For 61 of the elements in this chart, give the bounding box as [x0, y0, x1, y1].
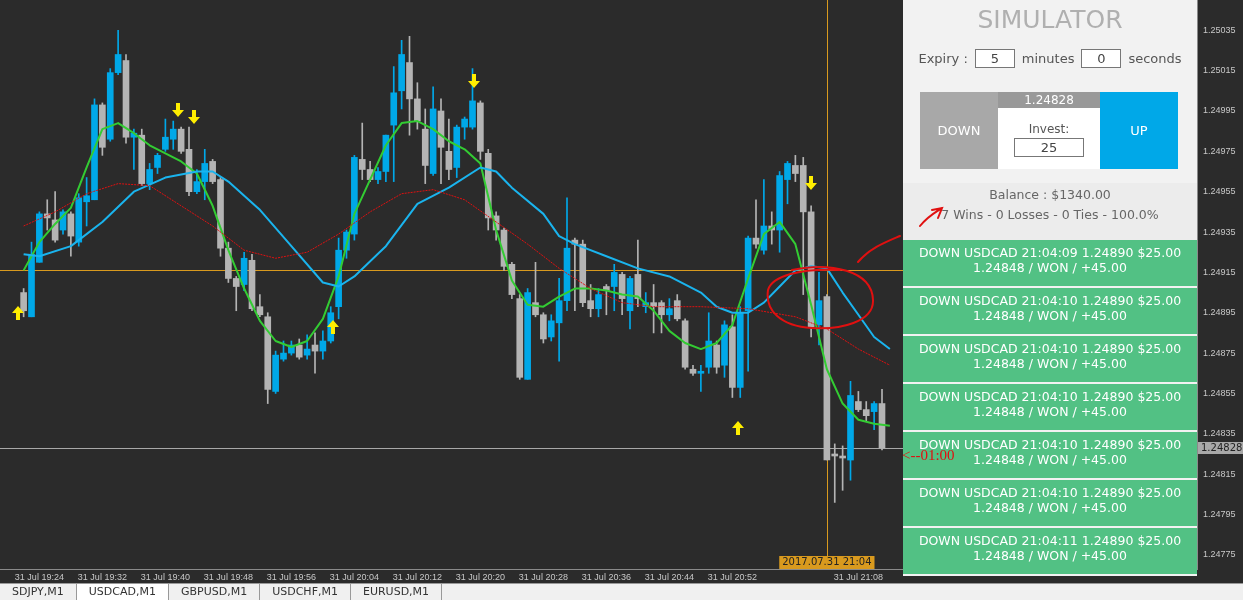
annotation: Balance : $1340.00	[988, 187, 1112, 202]
text: USDCHF,M1	[260, 584, 351, 600]
x-tick-label: 31 Jul 21:08	[833, 571, 883, 582]
annotation: DOWN USDCAD 21:04:11 1.24890 $25.00	[917, 533, 1183, 548]
annotation: DOWN USDCAD 21:04:10 1.24890 $25.00	[917, 341, 1183, 356]
y-tick-label: 1.24775	[1203, 549, 1236, 560]
y-tick-label: 1.25015	[1203, 65, 1236, 76]
annotation: DOWN USDCAD 21:04:10 1.24890 $25.00	[917, 293, 1183, 308]
annotation: 1.24848 / WON / +45.00	[972, 500, 1128, 515]
text: SIMULATOR	[976, 5, 1124, 36]
annotation: 25	[1014, 138, 1084, 157]
y-tick-label: 1.24895	[1203, 307, 1236, 318]
x-tick-label: 31 Jul 19:40	[140, 571, 190, 582]
ref-line-label: 1.24828	[1201, 441, 1243, 453]
y-tick-label: 1.24855	[1203, 387, 1236, 398]
y-tick-label: 1.24875	[1203, 347, 1236, 358]
y-tick-label: 1.24815	[1203, 468, 1236, 479]
annotation: 1.24848 / WON / +45.00	[972, 404, 1128, 419]
annotation: 1.24848 / WON / +45.00	[972, 260, 1128, 275]
annotation: 0	[1081, 49, 1122, 68]
annotation: seconds	[1128, 51, 1182, 66]
x-tick-label: 31 Jul 20:36	[581, 571, 631, 582]
y-tick-label: 1.24975	[1203, 145, 1236, 156]
y-tick-label: 1.24935	[1203, 226, 1236, 237]
annotation: Expiry :	[918, 51, 968, 66]
annotation: 1.24848 / WON / +45.00	[972, 308, 1128, 323]
annotation: minutes	[1021, 51, 1075, 66]
annotation: DOWN USDCAD 21:04:09 1.24890 $25.00	[917, 245, 1183, 260]
annotation: 1.24848 / WON / +45.00	[972, 356, 1128, 371]
annotation: 7 Wins - 0 Losses - 0 Ties - 100.0%	[940, 207, 1160, 222]
annotation: Invest:	[1028, 122, 1070, 136]
x-tick-label: 31 Jul 20:28	[518, 571, 568, 582]
text: EURUSD,M1	[350, 584, 443, 600]
text: USDCAD,M1	[76, 584, 169, 600]
x-tick-label: 31 Jul 20:12	[392, 571, 442, 582]
text: SDJPY,M1	[0, 584, 77, 600]
y-tick-label: 1.24955	[1203, 186, 1236, 197]
x-tick-label: 31 Jul 19:24	[14, 571, 64, 582]
annotation: 1.24848 / WON / +45.00	[972, 548, 1128, 563]
annotation: 1.24848 / WON / +45.00	[973, 452, 1127, 467]
candlestick	[697, 364, 705, 392]
annotation: 1.24828	[998, 92, 1100, 108]
x-tick-label: 31 Jul 19:32	[77, 571, 127, 582]
x-tick-label: 31 Jul 20:52	[707, 571, 757, 582]
ref-line-label: 2017.07.31 21:04	[782, 556, 872, 568]
x-tick-label: 31 Jul 19:48	[203, 571, 253, 582]
y-tick-label: 1.25035	[1203, 24, 1236, 35]
x-tick-label: 31 Jul 20:20	[455, 571, 505, 582]
x-tick-label: 31 Jul 19:56	[266, 571, 316, 582]
y-tick-label: 1.24995	[1203, 105, 1236, 116]
x-tick-label: 31 Jul 20:04	[329, 571, 379, 582]
annotation: DOWN	[920, 92, 998, 169]
y-tick-label: 1.24835	[1203, 428, 1236, 439]
text: GBPUSD,M1	[168, 584, 261, 600]
annotation: DOWN USDCAD 21:04:10 1.24890 $25.00	[917, 389, 1183, 404]
annotation: 5	[974, 49, 1015, 68]
annotation: DOWN USDCAD 21:04:10 1.24890 $25.00	[917, 485, 1183, 500]
x-tick-label: 31 Jul 20:44	[644, 571, 694, 582]
y-tick-label: 1.24915	[1203, 266, 1236, 277]
y-tick-label: 1.24795	[1203, 509, 1236, 520]
annotation: UP	[1100, 92, 1178, 169]
